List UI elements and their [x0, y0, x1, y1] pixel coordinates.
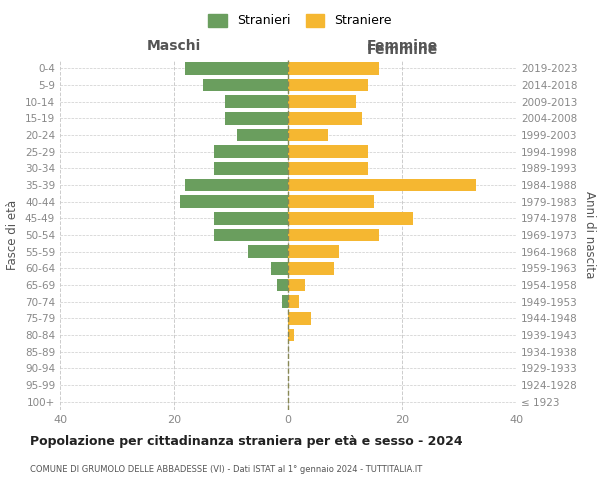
Text: Maschi: Maschi	[147, 39, 201, 53]
Text: Popolazione per cittadinanza straniera per età e sesso - 2024: Popolazione per cittadinanza straniera p…	[30, 435, 463, 448]
Bar	[203, 79, 288, 92]
Bar	[288, 79, 368, 92]
Bar	[236, 129, 288, 141]
Bar	[288, 246, 340, 258]
Bar	[277, 279, 288, 291]
Bar	[185, 179, 288, 192]
Bar	[288, 112, 362, 124]
Bar	[214, 212, 288, 224]
Legend: Stranieri, Straniere: Stranieri, Straniere	[203, 8, 397, 32]
Bar	[288, 146, 368, 158]
Bar	[226, 96, 288, 108]
Bar	[180, 196, 288, 208]
Bar	[288, 279, 305, 291]
Bar	[288, 129, 328, 141]
Y-axis label: Fasce di età: Fasce di età	[7, 200, 19, 270]
Text: Femmine: Femmine	[367, 39, 437, 53]
Bar	[288, 162, 368, 174]
Bar	[288, 96, 356, 108]
Bar	[288, 296, 299, 308]
Bar	[283, 296, 288, 308]
Y-axis label: Anni di nascita: Anni di nascita	[583, 192, 596, 278]
Bar	[214, 162, 288, 174]
Bar	[271, 262, 288, 274]
Bar	[288, 312, 311, 324]
Bar	[288, 229, 379, 241]
Bar	[214, 229, 288, 241]
Bar	[288, 196, 373, 208]
Bar	[288, 62, 379, 74]
Bar	[185, 62, 288, 74]
Bar	[288, 179, 476, 192]
Bar	[288, 262, 334, 274]
Bar	[288, 329, 294, 341]
Text: COMUNE DI GRUMOLO DELLE ABBADESSE (VI) - Dati ISTAT al 1° gennaio 2024 - TUTTITA: COMUNE DI GRUMOLO DELLE ABBADESSE (VI) -…	[30, 465, 422, 474]
Bar	[226, 112, 288, 124]
Bar	[288, 212, 413, 224]
Bar	[248, 246, 288, 258]
Bar	[214, 146, 288, 158]
Text: Femmine: Femmine	[367, 42, 437, 56]
